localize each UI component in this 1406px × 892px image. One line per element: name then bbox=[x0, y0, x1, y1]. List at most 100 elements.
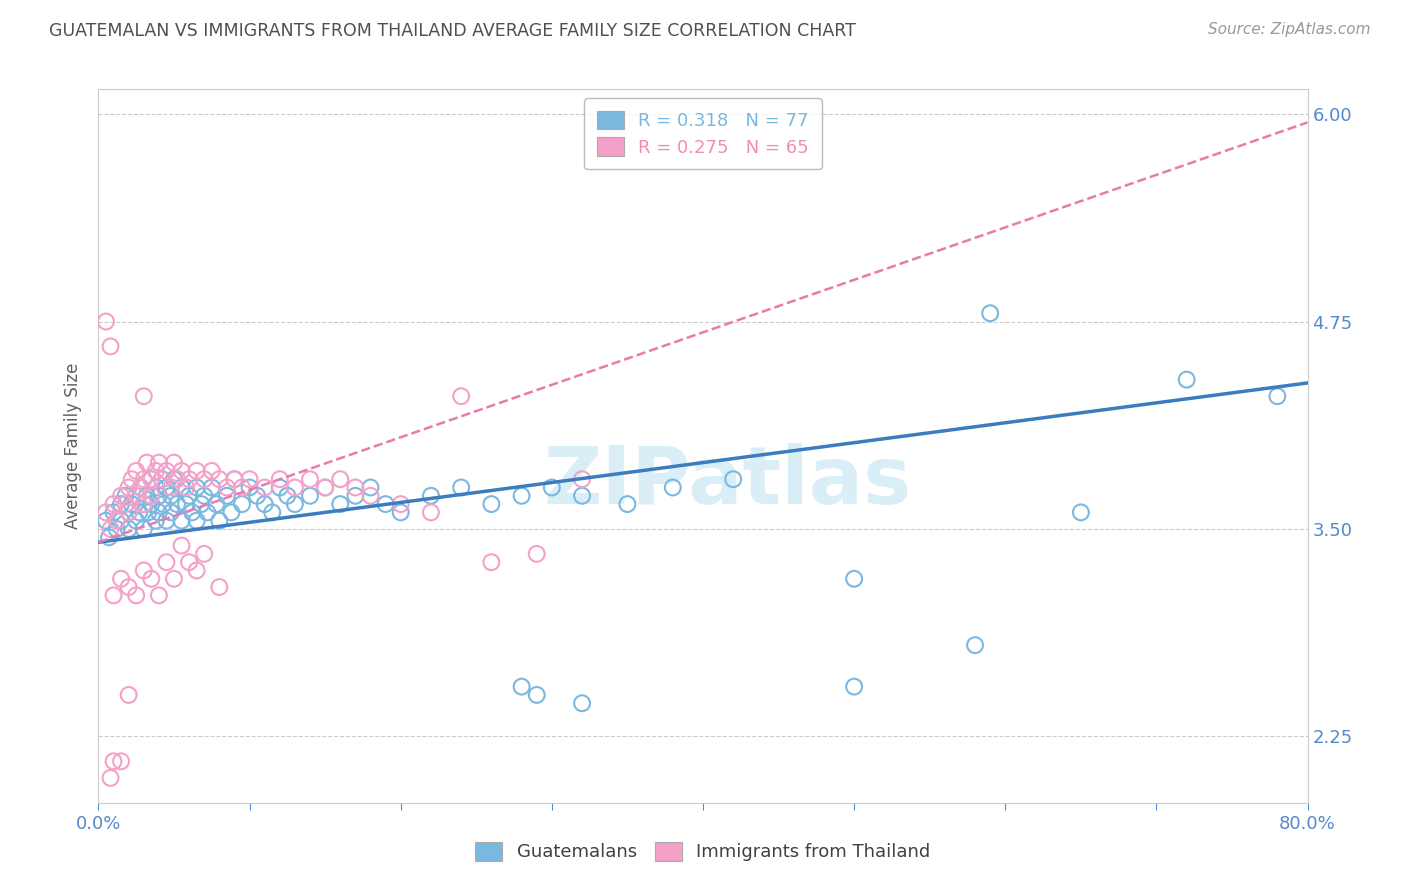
Point bbox=[190, 497, 212, 511]
Point bbox=[201, 464, 224, 478]
Point bbox=[329, 497, 352, 511]
Point bbox=[179, 555, 201, 569]
Point bbox=[118, 505, 141, 519]
Point bbox=[1175, 373, 1198, 387]
Point bbox=[170, 514, 193, 528]
Point bbox=[186, 481, 208, 495]
Point bbox=[208, 472, 231, 486]
Point bbox=[844, 572, 866, 586]
Point bbox=[231, 497, 253, 511]
Point bbox=[129, 481, 152, 495]
Point bbox=[844, 680, 866, 694]
Point bbox=[510, 489, 533, 503]
Point bbox=[239, 472, 262, 486]
Point bbox=[132, 497, 155, 511]
Point bbox=[314, 481, 336, 495]
Point bbox=[186, 564, 208, 578]
Point bbox=[450, 389, 472, 403]
Point bbox=[148, 456, 170, 470]
Point bbox=[224, 472, 246, 486]
Point bbox=[136, 505, 159, 519]
Point bbox=[215, 481, 238, 495]
Point bbox=[128, 505, 150, 519]
Point bbox=[132, 497, 155, 511]
Point bbox=[661, 481, 683, 495]
Point bbox=[110, 514, 132, 528]
Point bbox=[253, 497, 276, 511]
Point bbox=[103, 497, 125, 511]
Point bbox=[132, 472, 155, 486]
Y-axis label: Average Family Size: Average Family Size bbox=[65, 363, 83, 529]
Text: ZIPatlas: ZIPatlas bbox=[543, 442, 911, 521]
Legend: Guatemalans, Immigrants from Thailand: Guatemalans, Immigrants from Thailand bbox=[464, 831, 942, 872]
Point bbox=[276, 489, 298, 503]
Point bbox=[103, 505, 125, 519]
Point bbox=[193, 472, 215, 486]
Point bbox=[100, 339, 122, 353]
Point bbox=[193, 489, 215, 503]
Point bbox=[166, 497, 188, 511]
Point bbox=[132, 522, 155, 536]
Point bbox=[160, 489, 183, 503]
Point bbox=[723, 472, 745, 486]
Point bbox=[98, 530, 121, 544]
Point bbox=[129, 481, 152, 495]
Point bbox=[125, 588, 148, 602]
Point bbox=[208, 580, 231, 594]
Point bbox=[170, 481, 193, 495]
Point bbox=[360, 481, 382, 495]
Point bbox=[246, 489, 269, 503]
Point bbox=[105, 514, 128, 528]
Point bbox=[145, 514, 167, 528]
Point bbox=[389, 505, 412, 519]
Point bbox=[152, 497, 174, 511]
Point bbox=[145, 481, 167, 495]
Point bbox=[481, 555, 503, 569]
Point bbox=[269, 472, 291, 486]
Point bbox=[114, 497, 136, 511]
Point bbox=[155, 555, 177, 569]
Point bbox=[94, 505, 117, 519]
Point bbox=[1267, 389, 1289, 403]
Text: GUATEMALAN VS IMMIGRANTS FROM THAILAND AVERAGE FAMILY SIZE CORRELATION CHART: GUATEMALAN VS IMMIGRANTS FROM THAILAND A… bbox=[49, 22, 856, 40]
Point bbox=[105, 522, 128, 536]
Point bbox=[114, 489, 136, 503]
Point bbox=[135, 456, 157, 470]
Point bbox=[205, 497, 228, 511]
Point bbox=[148, 588, 170, 602]
Point bbox=[299, 472, 322, 486]
Point bbox=[374, 497, 396, 511]
Point bbox=[110, 754, 132, 768]
Point bbox=[121, 472, 143, 486]
Point bbox=[110, 572, 132, 586]
Point bbox=[193, 547, 215, 561]
Point bbox=[170, 539, 193, 553]
Point bbox=[201, 481, 224, 495]
Point bbox=[155, 481, 177, 495]
Point bbox=[1070, 505, 1092, 519]
Point bbox=[616, 497, 638, 511]
Point bbox=[208, 514, 231, 528]
Point bbox=[526, 547, 548, 561]
Point bbox=[118, 505, 141, 519]
Point bbox=[121, 497, 143, 511]
Point bbox=[329, 472, 352, 486]
Point bbox=[450, 481, 472, 495]
Point bbox=[253, 481, 276, 495]
Point bbox=[979, 306, 1001, 320]
Point bbox=[540, 481, 562, 495]
Point bbox=[100, 522, 122, 536]
Point bbox=[239, 481, 262, 495]
Point bbox=[141, 572, 163, 586]
Point bbox=[284, 497, 307, 511]
Point bbox=[965, 638, 987, 652]
Point bbox=[571, 696, 593, 710]
Point bbox=[481, 497, 503, 511]
Point bbox=[125, 514, 148, 528]
Point bbox=[141, 497, 163, 511]
Point bbox=[170, 464, 193, 478]
Point bbox=[118, 580, 141, 594]
Point bbox=[148, 505, 170, 519]
Point bbox=[360, 489, 382, 503]
Point bbox=[262, 505, 284, 519]
